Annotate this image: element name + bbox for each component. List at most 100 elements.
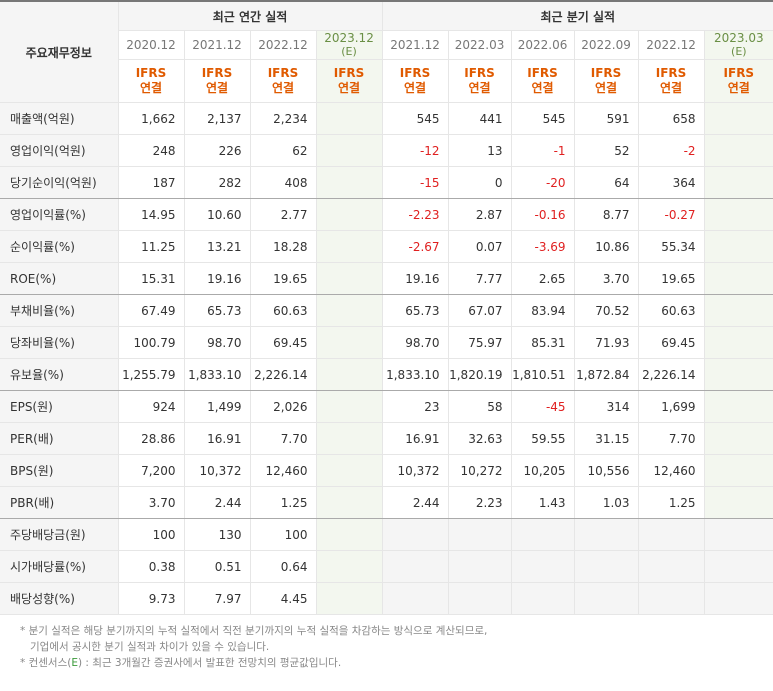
- quarter-cell: [703, 358, 773, 391]
- quarter-cell: 58: [447, 390, 512, 423]
- quarter-cell: 31.15: [573, 422, 639, 455]
- row-label: PBR(배): [0, 486, 119, 519]
- quarter-cell: 1,833.10: [381, 358, 449, 391]
- annual-cell: 0.51: [183, 550, 251, 583]
- annual-cell: 1,833.10: [183, 358, 251, 391]
- row-label: 주당배당금(원): [0, 518, 119, 551]
- table-row: 영업이익률(%) 14.95 10.60 2.77 -2.23 2.87 -0.16 8.77…: [0, 198, 773, 231]
- table-row: 배당성향(%) 9.73 7.97 4.45: [0, 582, 773, 615]
- row-label: 영업이익률(%): [0, 198, 119, 231]
- annual-cell: 14.95: [117, 198, 185, 231]
- quarter-cell: -12: [381, 134, 449, 167]
- quarter-cell: -2.67: [381, 230, 449, 263]
- quarter-cell: 1.43: [510, 486, 575, 519]
- row-label: 배당성향(%): [0, 582, 119, 615]
- quarter-cell: [703, 486, 773, 519]
- quarter-cell: 3.70: [573, 262, 639, 295]
- quarter-cell: [703, 134, 773, 167]
- quarter-cell: 83.94: [510, 294, 575, 327]
- annual-cell: 1,255.79: [117, 358, 185, 391]
- annual-cell: 100: [117, 518, 185, 551]
- quarter-cell: 67.07: [447, 294, 512, 327]
- annual-cell: 924: [117, 390, 185, 423]
- table-row: PER(배) 28.86 16.91 7.70 16.91 32.63 59.55 31.15…: [0, 422, 773, 455]
- annual-cell: 3.70: [117, 486, 185, 519]
- quarter-cell: [381, 550, 449, 583]
- annual-cell: 0.64: [249, 550, 317, 583]
- quarter-cell: 7.77: [447, 262, 512, 295]
- quarter-cell: 10.86: [573, 230, 639, 263]
- quarter-cell: 1,872.84: [573, 358, 639, 391]
- annual-cell: 1,499: [183, 390, 251, 423]
- table-row: ROE(%) 15.31 19.16 19.65 19.16 7.77 2.65 3.70 19…: [0, 262, 773, 295]
- quarter-cell: 16.91: [381, 422, 449, 455]
- corner-header: 주요재무정보: [0, 0, 119, 103]
- annual-cell: [315, 422, 383, 455]
- quarter-cell: 13: [447, 134, 512, 167]
- quarter-cell: [703, 454, 773, 487]
- annual-cell: 7.70: [249, 422, 317, 455]
- annual-cell: 69.45: [249, 326, 317, 359]
- note-line-1: * 분기 실적은 해당 분기까지의 누적 실적에서 직전 분기까지의 누적 실적…: [20, 625, 488, 637]
- quarter-cell: 658: [637, 102, 705, 135]
- annual-cell: 282: [183, 166, 251, 199]
- annual-cell: [315, 582, 383, 615]
- quarter-cell: [703, 582, 773, 615]
- quarter-cell: [703, 326, 773, 359]
- annual-cell: 62: [249, 134, 317, 167]
- footnotes: * 분기 실적은 해당 분기까지의 누적 실적에서 직전 분기까지의 누적 실적…: [0, 623, 773, 671]
- quarter-cell: 545: [381, 102, 449, 135]
- financial-summary: { "header": { "corner": "주요재무정보", "annua…: [0, 0, 773, 671]
- quarter-cell: 60.63: [637, 294, 705, 327]
- table-row: 부채비율(%) 67.49 65.73 60.63 65.73 67.07 83.94 70.…: [0, 294, 773, 327]
- row-label: 당좌비율(%): [0, 326, 119, 359]
- table-row: EPS(원) 924 1,499 2,026 23 58 -45 314 1,699: [0, 390, 773, 423]
- annual-cell: 19.65: [249, 262, 317, 295]
- annual-period-1: 2021.12: [183, 30, 251, 60]
- quarter-cell: 65.73: [381, 294, 449, 327]
- table-row: 당기순이익(억원) 187 282 408 -15 0 -20 64 364: [0, 166, 773, 199]
- quarter-cell: -3.69: [510, 230, 575, 263]
- annual-cell: 2,234: [249, 102, 317, 135]
- quarter-cell: 12,460: [637, 454, 705, 487]
- annual-cell: [315, 166, 383, 199]
- quarter-period-0: 2021.12: [381, 30, 449, 60]
- annual-cell: 2.44: [183, 486, 251, 519]
- row-label: EPS(원): [0, 390, 119, 423]
- quarter-cell: 1,820.19: [447, 358, 512, 391]
- quarter-cell: 69.45: [637, 326, 705, 359]
- quarter-period-4: 2022.12: [637, 30, 705, 60]
- quarter-cell: -2.23: [381, 198, 449, 231]
- annual-cell: 130: [183, 518, 251, 551]
- annual-cell: 1.25: [249, 486, 317, 519]
- table-row: 순이익률(%) 11.25 13.21 18.28 -2.67 0.07 -3.69 10.8…: [0, 230, 773, 263]
- table-row: 당좌비율(%) 100.79 98.70 69.45 98.70 75.97 85.31 71…: [0, 326, 773, 359]
- annual-cell: 19.16: [183, 262, 251, 295]
- table-row: 매출액(억원) 1,662 2,137 2,234 545 441 545 591 658: [0, 102, 773, 135]
- annual-cell: 7.97: [183, 582, 251, 615]
- row-label: 유보율(%): [0, 358, 119, 391]
- quarter-cell: 1,810.51: [510, 358, 575, 391]
- annual-cell: [315, 326, 383, 359]
- quarter-ifrs-1: IFRS 연결: [447, 59, 512, 103]
- quarter-cell: 1.03: [573, 486, 639, 519]
- quarter-cell: 8.77: [573, 198, 639, 231]
- row-label: 시가배당률(%): [0, 550, 119, 583]
- quarter-cell: -20: [510, 166, 575, 199]
- quarter-cell: 71.93: [573, 326, 639, 359]
- table-row: BPS(원) 7,200 10,372 12,460 10,372 10,272 10,20…: [0, 454, 773, 487]
- annual-cell: [315, 198, 383, 231]
- annual-cell: 226: [183, 134, 251, 167]
- quarter-cell: [510, 582, 575, 615]
- quarter-cell: 52: [573, 134, 639, 167]
- row-label: PER(배): [0, 422, 119, 455]
- annual-ifrs-3: IFRS 연결: [315, 59, 383, 103]
- annual-cell: 18.28: [249, 230, 317, 263]
- table-row: PBR(배) 3.70 2.44 1.25 2.44 2.23 1.43 1.03 1.25: [0, 486, 773, 519]
- annual-period-0: 2020.12: [118, 30, 185, 60]
- annual-period-2: 2022.12: [249, 30, 317, 60]
- quarter-cell: [703, 550, 773, 583]
- quarter-cell: 23: [381, 390, 449, 423]
- annual-ifrs-0: IFRS 연결: [118, 59, 185, 103]
- quarter-cell: [573, 550, 639, 583]
